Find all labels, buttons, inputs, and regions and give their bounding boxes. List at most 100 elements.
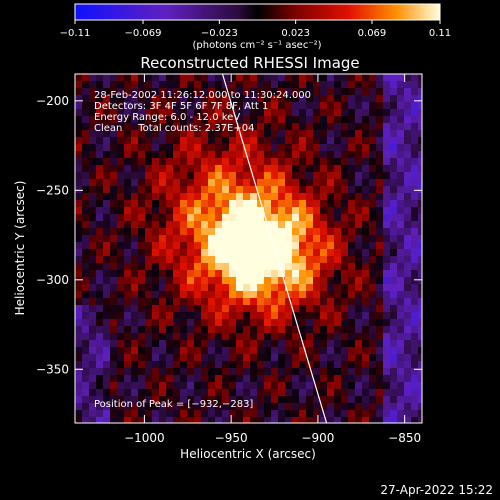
heatmap-cell — [418, 144, 422, 151]
heatmap-cell — [278, 207, 285, 214]
heatmap-cell — [404, 116, 411, 123]
heatmap-cell — [271, 298, 278, 305]
plot-frame — [74, 73, 423, 424]
heatmap-cell — [362, 333, 369, 340]
heatmap-cell — [299, 95, 306, 102]
heatmap-cell — [404, 396, 411, 403]
heatmap-cell — [404, 256, 411, 263]
heatmap-cell — [320, 81, 327, 88]
heatmap-cell — [173, 123, 180, 130]
heatmap-cell — [124, 361, 131, 368]
heatmap-cell — [341, 354, 348, 361]
heatmap-cell — [173, 151, 180, 158]
heatmap-cell — [96, 368, 103, 375]
heatmap-cell — [278, 312, 285, 319]
heatmap-cell — [390, 214, 397, 221]
heatmap-cell — [215, 417, 222, 423]
heatmap-cell — [117, 410, 124, 417]
heatmap-cell — [243, 298, 250, 305]
heatmap-cell — [110, 249, 117, 256]
heatmap-cell — [229, 305, 236, 312]
heatmap-cell — [194, 130, 201, 137]
heatmap-cell — [194, 312, 201, 319]
heatmap-cell — [201, 368, 208, 375]
heatmap-cell — [418, 109, 422, 116]
heatmap-cell — [355, 396, 362, 403]
heatmap-cell — [411, 123, 418, 130]
heatmap-cell — [208, 200, 215, 207]
heatmap-cell — [138, 298, 145, 305]
heatmap-cell — [222, 417, 229, 423]
heatmap-cell — [285, 263, 292, 270]
heatmap-cell — [117, 417, 124, 423]
heatmap-cell — [173, 382, 180, 389]
heatmap-cell — [418, 403, 422, 410]
heatmap-cell — [145, 95, 152, 102]
heatmap-cell — [89, 249, 96, 256]
heatmap-cell — [89, 158, 96, 165]
heatmap-cell — [201, 137, 208, 144]
heatmap-cell — [103, 109, 110, 116]
heatmap-cell — [243, 270, 250, 277]
heatmap-cell — [264, 235, 271, 242]
heatmap-cell — [131, 396, 138, 403]
heatmap-cell — [404, 382, 411, 389]
heatmap-cell — [418, 284, 422, 291]
heatmap-cell — [348, 410, 355, 417]
heatmap-cell — [355, 326, 362, 333]
heatmap-cell — [320, 361, 327, 368]
heatmap-cell — [180, 186, 187, 193]
heatmap-cell — [278, 403, 285, 410]
heatmap-cell — [215, 347, 222, 354]
heatmap-cell — [236, 88, 243, 95]
heatmap-cell — [229, 361, 236, 368]
heatmap-cell — [418, 102, 422, 109]
heatmap-cell — [201, 200, 208, 207]
heatmap-cell — [152, 116, 159, 123]
heatmap-cell — [75, 214, 82, 221]
heatmap-cell — [320, 109, 327, 116]
heatmap-cell — [138, 74, 145, 81]
heatmap-cell — [369, 375, 376, 382]
heatmap-cell — [243, 382, 250, 389]
heatmap-cell — [306, 179, 313, 186]
heatmap-cell — [110, 193, 117, 200]
heatmap-cell — [355, 144, 362, 151]
heatmap-cell — [397, 389, 404, 396]
heatmap-cell — [369, 88, 376, 95]
heatmap-cell — [383, 235, 390, 242]
heatmap-cell — [383, 368, 390, 375]
heatmap-cell — [404, 221, 411, 228]
heatmap-cell — [222, 116, 229, 123]
heatmap-cell — [362, 116, 369, 123]
heatmap-cell — [208, 81, 215, 88]
heatmap-cell — [243, 221, 250, 228]
heatmap-cell — [411, 277, 418, 284]
heatmap-cell — [236, 130, 243, 137]
heatmap-cell — [271, 130, 278, 137]
heatmap-cell — [222, 263, 229, 270]
heatmap-cell — [173, 389, 180, 396]
heatmap-cell — [166, 277, 173, 284]
heatmap-cell — [250, 88, 257, 95]
heatmap-cell — [285, 88, 292, 95]
heatmap-cell — [334, 144, 341, 151]
heatmap-cell — [145, 277, 152, 284]
heatmap-cell — [131, 193, 138, 200]
heatmap-cell — [257, 214, 264, 221]
heatmap-cell — [334, 263, 341, 270]
heatmap-cell — [152, 172, 159, 179]
heatmap-cell — [292, 165, 299, 172]
heatmap-cell — [131, 95, 138, 102]
heatmap-cell — [320, 347, 327, 354]
heatmap-cell — [187, 368, 194, 375]
heatmap-cell — [89, 403, 96, 410]
heatmap-cell — [145, 172, 152, 179]
heatmap-cell — [229, 165, 236, 172]
heatmap-cell — [110, 403, 117, 410]
heatmap-cell — [250, 305, 257, 312]
heatmap-cell — [82, 123, 89, 130]
heatmap-cell — [404, 207, 411, 214]
heatmap-cell — [397, 277, 404, 284]
heatmap-cell — [117, 144, 124, 151]
